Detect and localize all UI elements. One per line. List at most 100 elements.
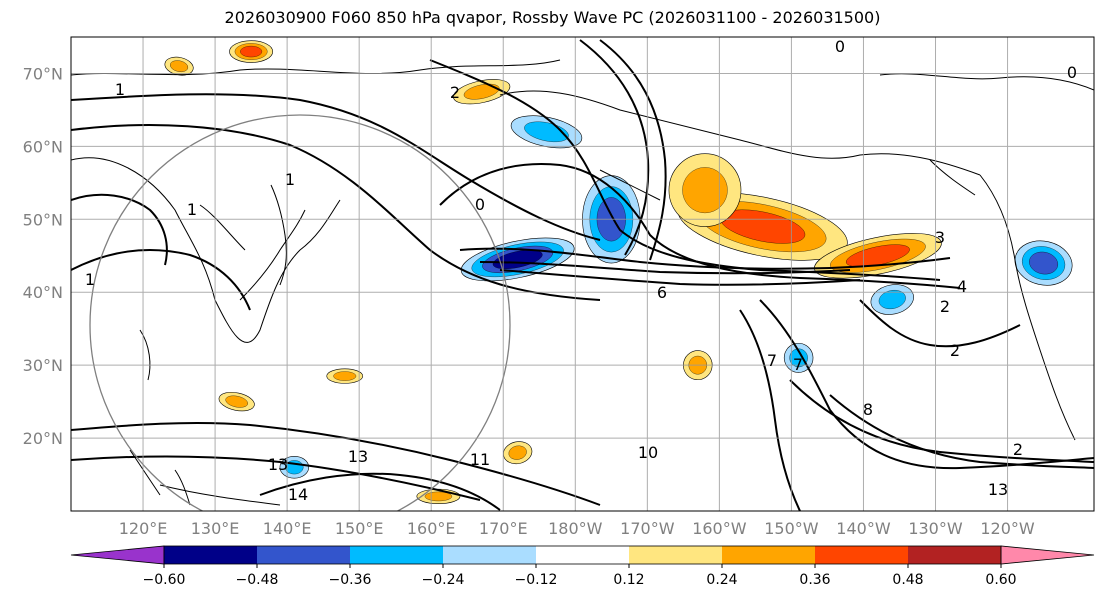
y-tick-label: 30°N (23, 356, 63, 375)
coastline (599, 169, 661, 201)
anomaly-level (508, 445, 527, 460)
anomaly-patch (1014, 240, 1073, 286)
colorbar-tick-label: 0.36 (799, 572, 830, 588)
x-tick-label: 120°E (119, 519, 168, 538)
contour-label: 1 (85, 270, 95, 289)
coastline (979, 174, 1076, 441)
x-tick-label: 140°W (836, 519, 891, 538)
x-tick-label: 150°E (335, 519, 384, 538)
contour-label: 11 (470, 450, 490, 469)
contour-line (479, 261, 851, 275)
anomaly-level (878, 290, 906, 310)
contour-line (759, 299, 1094, 470)
coastline (929, 159, 976, 196)
colorbar-tick-label: 0.12 (613, 572, 644, 588)
chart-title: 2026030900 F060 850 hPa qvapor, Rossby W… (224, 8, 881, 27)
coastline (199, 204, 246, 251)
plot-background (71, 37, 1094, 511)
anomaly-patch (668, 153, 742, 227)
x-tick-label: 150°W (764, 519, 819, 538)
anomaly-level (240, 45, 263, 58)
anomaly-patch (416, 488, 461, 505)
colorbar-bin (257, 546, 351, 564)
x-tick-label: 170°W (620, 519, 675, 538)
contour-label: 1 (187, 200, 197, 219)
contour-label: 6 (657, 283, 667, 302)
anomaly-level (170, 60, 189, 72)
contour-label: 13 (348, 447, 368, 466)
contour-line (599, 39, 667, 261)
contour-line (71, 124, 601, 301)
anomaly-patch (164, 56, 194, 76)
colorbar-bin (350, 546, 444, 564)
colorbar-tick-label: −0.48 (236, 572, 279, 588)
contour-label: 7 (767, 351, 777, 370)
contour-label: 2 (450, 83, 460, 102)
coastline (499, 90, 981, 176)
x-tick-label: 160°W (692, 519, 747, 538)
anomaly-patch (326, 368, 364, 384)
anomaly-patch (503, 441, 533, 465)
y-tick-label: 20°N (23, 429, 63, 448)
x-tick-label: 130°E (191, 519, 240, 538)
coastline (879, 73, 1094, 91)
y-tick-label: 50°N (23, 210, 63, 229)
coastline (71, 59, 561, 76)
contour-label: 2 (950, 341, 960, 360)
colorbar-tick-label: −0.24 (422, 572, 465, 588)
x-tick-label: 120°W (980, 519, 1035, 538)
contour-label: 7 (793, 355, 803, 374)
contour-line (499, 269, 861, 286)
anomaly-level (492, 249, 543, 269)
y-tick-label: 70°N (23, 64, 63, 83)
colorbar-extend-low (70, 545, 165, 565)
contour-line (71, 455, 481, 501)
contour-label: 10 (638, 443, 658, 462)
contour-line (459, 247, 951, 270)
colorbar-tick-label: 0.48 (892, 572, 923, 588)
colorbar-bin (722, 546, 816, 564)
colorbar-extend-high (1000, 545, 1095, 565)
contour-line (259, 472, 501, 511)
contour-line (859, 299, 1021, 348)
colorbar-bin (908, 546, 1002, 564)
coastline (129, 449, 191, 506)
contour-label: 14 (288, 485, 308, 504)
plot-frame (70, 36, 1095, 512)
x-tick-label: 140°E (263, 519, 312, 538)
contour-label: 1 (285, 170, 295, 189)
contour-line (71, 93, 601, 241)
anomaly-patch (218, 391, 255, 412)
y-tick-label: 60°N (23, 137, 63, 156)
x-tick-label: 170°E (479, 519, 528, 538)
contour-label: 4 (957, 277, 967, 296)
anomaly-level (682, 167, 728, 214)
contour-label: 2 (1013, 440, 1023, 459)
colorbar-bin (443, 546, 537, 564)
colorbar-tick-label: −0.36 (329, 572, 372, 588)
contour-line (71, 193, 168, 266)
x-tick-label: 130°W (908, 519, 963, 538)
contour-label: 3 (935, 228, 945, 247)
colorbar-bin (164, 546, 258, 564)
contour-line (739, 309, 801, 511)
contour-label: 0 (1067, 63, 1077, 82)
anomaly-level (333, 371, 357, 381)
anomaly-level (1029, 251, 1058, 275)
coastline (159, 484, 281, 506)
colorbar-tick-label: −0.60 (143, 572, 186, 588)
anomaly-patch (229, 40, 274, 63)
colorbar-frame (163, 545, 1002, 565)
contour-label: 2 (940, 297, 950, 316)
coastline (71, 157, 341, 343)
coastline (139, 329, 151, 381)
colorbar-bin (815, 546, 909, 564)
coastline (239, 209, 306, 301)
anomaly-level (225, 395, 248, 408)
contour-label: 13 (268, 455, 288, 474)
colorbar-tick-label: 0.60 (985, 572, 1016, 588)
x-tick-label: 180°W (548, 519, 603, 538)
colorbar-tick-label: −0.12 (515, 572, 558, 588)
coastline (270, 184, 287, 286)
